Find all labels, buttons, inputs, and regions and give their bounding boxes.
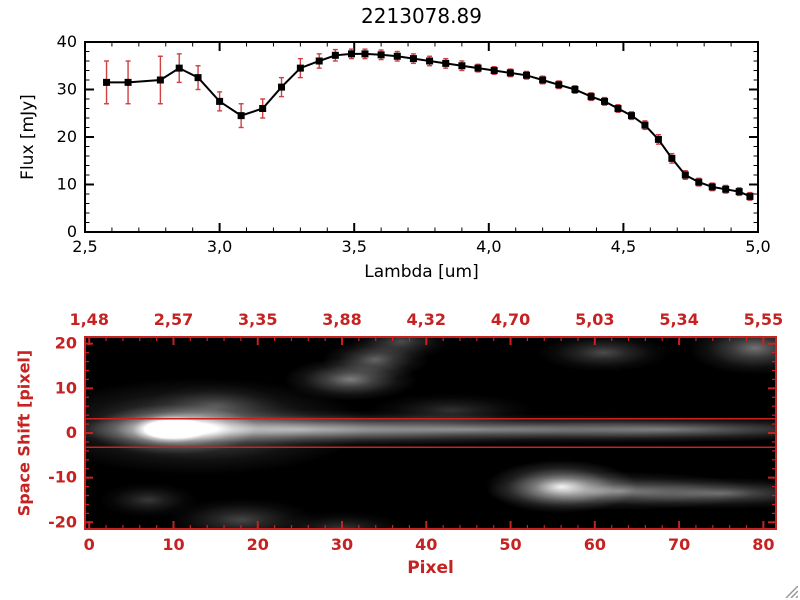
svg-text:2,5: 2,5 xyxy=(72,237,97,256)
svg-text:1,48: 1,48 xyxy=(69,310,108,329)
svg-text:20: 20 xyxy=(247,535,269,554)
flux-axis-label: Flux [mJy] xyxy=(18,94,38,180)
svg-text:10: 10 xyxy=(55,378,77,397)
svg-text:3,0: 3,0 xyxy=(207,237,232,256)
svg-text:10: 10 xyxy=(162,535,184,554)
resize-handle-icon[interactable] xyxy=(784,586,798,598)
svg-text:4,70: 4,70 xyxy=(491,310,530,329)
lambda-axis-label: Lambda [um] xyxy=(364,262,479,282)
svg-text:30: 30 xyxy=(331,535,353,554)
svg-text:0: 0 xyxy=(67,222,77,241)
svg-text:5,03: 5,03 xyxy=(575,310,614,329)
svg-text:5,0: 5,0 xyxy=(745,237,770,256)
spectral-image-canvas xyxy=(85,337,776,529)
svg-text:0: 0 xyxy=(84,535,95,554)
svg-text:-10: -10 xyxy=(48,468,77,487)
svg-text:5,55: 5,55 xyxy=(744,310,783,329)
svg-text:-20: -20 xyxy=(48,512,77,531)
svg-text:10: 10 xyxy=(57,175,77,194)
svg-text:4,32: 4,32 xyxy=(407,310,446,329)
svg-text:0: 0 xyxy=(66,423,77,442)
svg-text:3,88: 3,88 xyxy=(322,310,361,329)
svg-text:5,34: 5,34 xyxy=(659,310,698,329)
svg-text:2,57: 2,57 xyxy=(154,310,193,329)
svg-text:80: 80 xyxy=(752,535,774,554)
svg-text:70: 70 xyxy=(668,535,690,554)
svg-text:60: 60 xyxy=(584,535,606,554)
svg-text:3,35: 3,35 xyxy=(238,310,277,329)
svg-text:40: 40 xyxy=(415,535,437,554)
pixel-axis-label: Pixel xyxy=(407,558,454,578)
svg-text:3,5: 3,5 xyxy=(341,237,366,256)
svg-text:40: 40 xyxy=(57,32,77,51)
chart-title: 2213078.89 xyxy=(361,4,482,28)
svg-text:20: 20 xyxy=(57,127,77,146)
svg-text:4,5: 4,5 xyxy=(611,237,636,256)
space-shift-axis-label: Space Shift [pixel] xyxy=(14,349,34,517)
svg-text:20: 20 xyxy=(55,334,77,353)
svg-text:30: 30 xyxy=(57,80,77,99)
svg-text:50: 50 xyxy=(499,535,521,554)
svg-text:4,0: 4,0 xyxy=(476,237,501,256)
